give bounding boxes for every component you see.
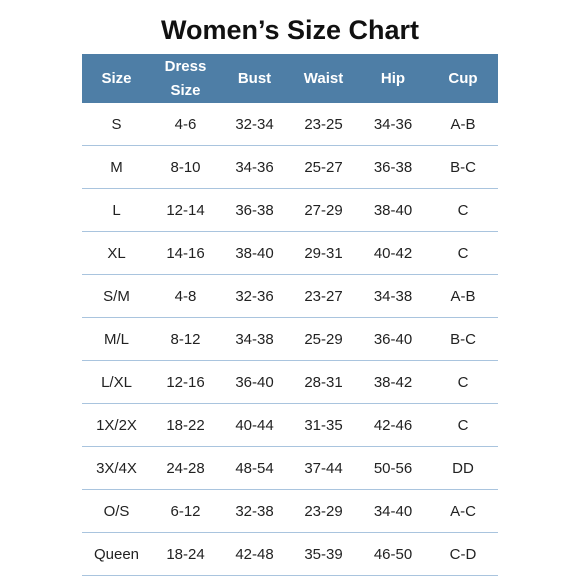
- cell-bust: 32-36: [220, 274, 289, 318]
- table-row: Queen 18-24 42-48 35-39 46-50 C-D: [82, 532, 498, 576]
- cell-bust: 34-38: [220, 317, 289, 361]
- cell-bust: 32-34: [220, 103, 289, 146]
- cell-dress-size: 24-28: [151, 446, 220, 490]
- cell-waist: 23-29: [289, 489, 358, 533]
- cell-dress-size: 4-6: [151, 103, 220, 146]
- cell-waist: 31-35: [289, 403, 358, 447]
- table-row: M/L 8-12 34-38 25-29 36-40 B-C: [82, 317, 498, 361]
- cell-hip: 36-40: [358, 317, 428, 361]
- column-header-hip: Hip: [358, 54, 428, 103]
- cell-size: M: [82, 145, 151, 189]
- cell-dress-size: 14-16: [151, 231, 220, 275]
- cell-bust: 38-40: [220, 231, 289, 275]
- table-row: L/XL 12-16 36-40 28-31 38-42 C: [82, 360, 498, 404]
- page-title: Women’s Size Chart: [160, 15, 420, 45]
- cell-bust: 36-38: [220, 188, 289, 232]
- column-header-dress-size: Dress Size: [151, 54, 220, 103]
- table-row: S 4-6 32-34 23-25 34-36 A-B: [82, 103, 498, 146]
- cell-cup: C: [428, 403, 498, 447]
- cell-bust: 34-36: [220, 145, 289, 189]
- cell-bust: 32-38: [220, 489, 289, 533]
- cell-waist: 23-27: [289, 274, 358, 318]
- cell-hip: 38-40: [358, 188, 428, 232]
- column-header-text: Size: [101, 69, 132, 87]
- cell-dress-size: 8-12: [151, 317, 220, 361]
- cell-cup: C-D: [428, 532, 498, 576]
- cell-size: 3X/4X: [82, 446, 151, 490]
- cell-dress-size: 4-8: [151, 274, 220, 318]
- cell-hip: 50-56: [358, 446, 428, 490]
- cell-bust: 40-44: [220, 403, 289, 447]
- table-row: S/M 4-8 32-36 23-27 34-38 A-B: [82, 274, 498, 318]
- cell-cup: C: [428, 188, 498, 232]
- cell-hip: 34-38: [358, 274, 428, 318]
- column-header-text: Bust: [237, 69, 272, 87]
- table-row: XL 14-16 38-40 29-31 40-42 C: [82, 231, 498, 275]
- cell-waist: 25-29: [289, 317, 358, 361]
- table-row: 1X/2X 18-22 40-44 31-35 42-46 C: [82, 403, 498, 447]
- cell-size: Queen: [82, 532, 151, 576]
- cell-cup: C: [428, 360, 498, 404]
- table-row: L 12-14 36-38 27-29 38-40 C: [82, 188, 498, 232]
- table-row: 3X/4X 24-28 48-54 37-44 50-56 DD: [82, 446, 498, 490]
- cell-hip: 34-40: [358, 489, 428, 533]
- cell-cup: B-C: [428, 317, 498, 361]
- cell-bust: 36-40: [220, 360, 289, 404]
- column-header-text: Waist: [303, 69, 344, 87]
- column-header-cup: Cup: [428, 54, 498, 103]
- cell-dress-size: 6-12: [151, 489, 220, 533]
- cell-hip: 46-50: [358, 532, 428, 576]
- table-row: M 8-10 34-36 25-27 36-38 B-C: [82, 145, 498, 189]
- header-row: Size Dress Size Bust Waist Hip Cup: [82, 54, 498, 103]
- cell-size: S: [82, 103, 151, 146]
- cell-cup: C: [428, 231, 498, 275]
- column-header-waist: Waist: [289, 54, 358, 103]
- cell-size: 1X/2X: [82, 403, 151, 447]
- cell-waist: 29-31: [289, 231, 358, 275]
- size-chart-table: Size Dress Size Bust Waist Hip Cup S 4-6 32-34 23…: [82, 54, 498, 576]
- cell-bust: 48-54: [220, 446, 289, 490]
- cell-waist: 28-31: [289, 360, 358, 404]
- cell-bust: 42-48: [220, 532, 289, 576]
- cell-hip: 36-38: [358, 145, 428, 189]
- cell-dress-size: 18-22: [151, 403, 220, 447]
- cell-dress-size: 8-10: [151, 145, 220, 189]
- table-header: Size Dress Size Bust Waist Hip Cup: [82, 54, 498, 103]
- cell-size: M/L: [82, 317, 151, 361]
- column-header-size: Size: [82, 54, 151, 103]
- cell-cup: A-C: [428, 489, 498, 533]
- cell-waist: 37-44: [289, 446, 358, 490]
- cell-dress-size: 12-16: [151, 360, 220, 404]
- cell-size: L/XL: [82, 360, 151, 404]
- cell-waist: 25-27: [289, 145, 358, 189]
- column-header-text: Size: [170, 81, 201, 99]
- column-header-text: Hip: [380, 69, 406, 87]
- cell-size: XL: [82, 231, 151, 275]
- cell-size: O/S: [82, 489, 151, 533]
- cell-waist: 35-39: [289, 532, 358, 576]
- cell-size: S/M: [82, 274, 151, 318]
- cell-waist: 23-25: [289, 103, 358, 146]
- column-header-text: Cup: [448, 69, 478, 87]
- cell-cup: B-C: [428, 145, 498, 189]
- cell-dress-size: 18-24: [151, 532, 220, 576]
- cell-cup: A-B: [428, 274, 498, 318]
- cell-dress-size: 12-14: [151, 188, 220, 232]
- cell-hip: 42-46: [358, 403, 428, 447]
- cell-hip: 38-42: [358, 360, 428, 404]
- column-header-text: Dress: [164, 57, 207, 75]
- cell-size: L: [82, 188, 151, 232]
- cell-cup: A-B: [428, 103, 498, 146]
- cell-waist: 27-29: [289, 188, 358, 232]
- cell-hip: 34-36: [358, 103, 428, 146]
- column-header-bust: Bust: [220, 54, 289, 103]
- table-row: O/S 6-12 32-38 23-29 34-40 A-C: [82, 489, 498, 533]
- cell-cup: DD: [428, 446, 498, 490]
- table-body: S 4-6 32-34 23-25 34-36 A-B M 8-10 34-36 25-27 36-…: [82, 103, 498, 576]
- cell-hip: 40-42: [358, 231, 428, 275]
